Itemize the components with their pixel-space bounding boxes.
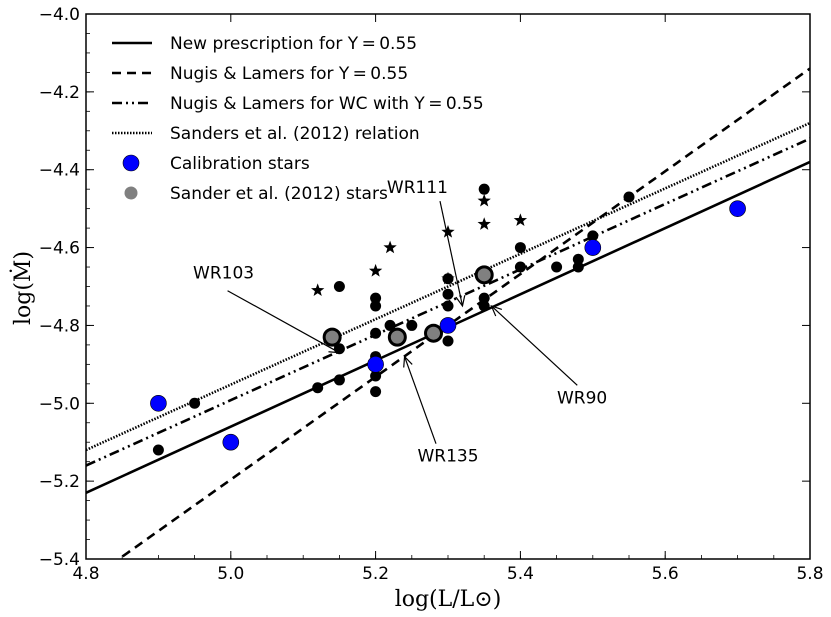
x-tick-label: 5.6 <box>652 564 679 584</box>
calibration-star-point <box>367 356 384 373</box>
black-data-point <box>370 300 382 312</box>
annotation-wr111: WR111 <box>387 178 448 198</box>
black-data-point <box>478 183 490 195</box>
black-data-point <box>370 386 382 398</box>
calibration-star-point <box>729 200 746 217</box>
legend-label: Calibration stars <box>170 154 310 174</box>
calibration-star-point <box>150 394 167 412</box>
y-tick-label: −5.0 <box>39 394 80 414</box>
legend-label: New prescription for Y = 0.55 <box>170 34 417 54</box>
black-data-point <box>442 300 454 312</box>
calibration-star-point <box>439 317 457 334</box>
x-axis-label: log(L/L⊙) <box>395 587 502 612</box>
point-group <box>150 183 746 456</box>
sander-star-point <box>387 327 407 347</box>
annotation-arrow-shaft <box>403 356 437 444</box>
y-tick-label: −4.6 <box>39 239 80 259</box>
y-axis-label: log(Ṁ) <box>9 251 36 325</box>
black-data-point <box>514 242 526 254</box>
black-data-point <box>478 300 490 312</box>
y-tick-label: −5.4 <box>39 550 80 570</box>
star-marker <box>311 283 325 297</box>
black-data-point <box>478 292 490 304</box>
calibration-star-point <box>584 239 602 256</box>
annotation-wr135: WR135 <box>417 447 478 467</box>
x-tick-label: 4.8 <box>72 564 99 584</box>
star-marker <box>441 225 455 238</box>
tick-group: 4.8 5.0 5.2 5.4 5.6 5.8 −5.4 −5.2 −5.0 −4.8 −4.6 −4… <box>39 5 824 584</box>
annotation-arrow-head <box>490 304 503 317</box>
black-data-point <box>442 288 454 300</box>
star-marker <box>477 193 491 207</box>
black-data-point <box>370 292 382 304</box>
annotation-arrow-shaft <box>227 290 340 354</box>
annotation-arrow-shaft <box>439 200 464 307</box>
black-data-point <box>333 374 345 386</box>
fit-line-dotted <box>86 121 810 452</box>
black-data-point <box>442 335 454 347</box>
black-data-point <box>406 319 418 331</box>
black-data-point <box>370 370 382 382</box>
black-data-point <box>312 382 324 394</box>
legend-label: Sander et al. (2012) stars <box>170 184 388 204</box>
x-tick-label: 5.2 <box>362 564 389 584</box>
annotation-wr103: WR103 <box>193 264 254 284</box>
black-data-point <box>572 261 584 273</box>
black-data-point <box>442 273 454 285</box>
annotation-arrow-shaft <box>491 305 578 386</box>
legend-marker-sander <box>124 186 138 200</box>
sander-star-point <box>322 327 342 347</box>
calibration-star-point <box>222 433 240 451</box>
y-tick-label: −4.2 <box>39 83 80 103</box>
y-tick-label: −5.2 <box>39 472 80 492</box>
y-tick-label: −4.4 <box>39 161 80 181</box>
legend-label: Sanders et al. (2012) relation <box>170 124 420 144</box>
x-tick-label: 5.0 <box>217 564 244 584</box>
y-tick-label: −4.8 <box>39 316 80 336</box>
star-marker <box>513 213 528 226</box>
annotation-group: WR103 WR111 WR90 WR135 <box>193 178 607 467</box>
black-data-point <box>384 319 396 331</box>
black-data-point <box>370 327 382 339</box>
annotation-arrow-head <box>403 355 413 368</box>
y-tick-label: −4.0 <box>39 5 80 25</box>
black-data-point <box>189 397 201 409</box>
x-tick-label: 5.4 <box>507 564 534 584</box>
x-tick-label: 5.8 <box>796 564 823 584</box>
sander-star-point <box>474 265 494 285</box>
legend: New prescription for Y = 0.55 Nugis & Lam… <box>112 34 484 204</box>
legend-label: Nugis & Lamers for Y = 0.55 <box>170 64 408 84</box>
black-data-point <box>152 444 164 456</box>
legend-label: Nugis & Lamers for WC with Y = 0.55 <box>170 94 484 114</box>
black-data-point <box>514 261 526 273</box>
annotation-arrow-head <box>328 343 341 354</box>
black-data-point <box>333 281 345 292</box>
star-marker <box>368 263 383 277</box>
black-data-point <box>587 230 599 242</box>
legend-marker-calibration <box>122 154 140 172</box>
annotation-wr90: WR90 <box>557 388 607 408</box>
star-marker <box>477 217 491 230</box>
black-data-point <box>572 253 584 265</box>
star-marker <box>383 240 397 254</box>
black-data-point <box>623 191 635 203</box>
annotation-arrow-head <box>455 295 466 308</box>
black-data-point <box>551 261 563 273</box>
sander-star-point <box>424 323 444 343</box>
